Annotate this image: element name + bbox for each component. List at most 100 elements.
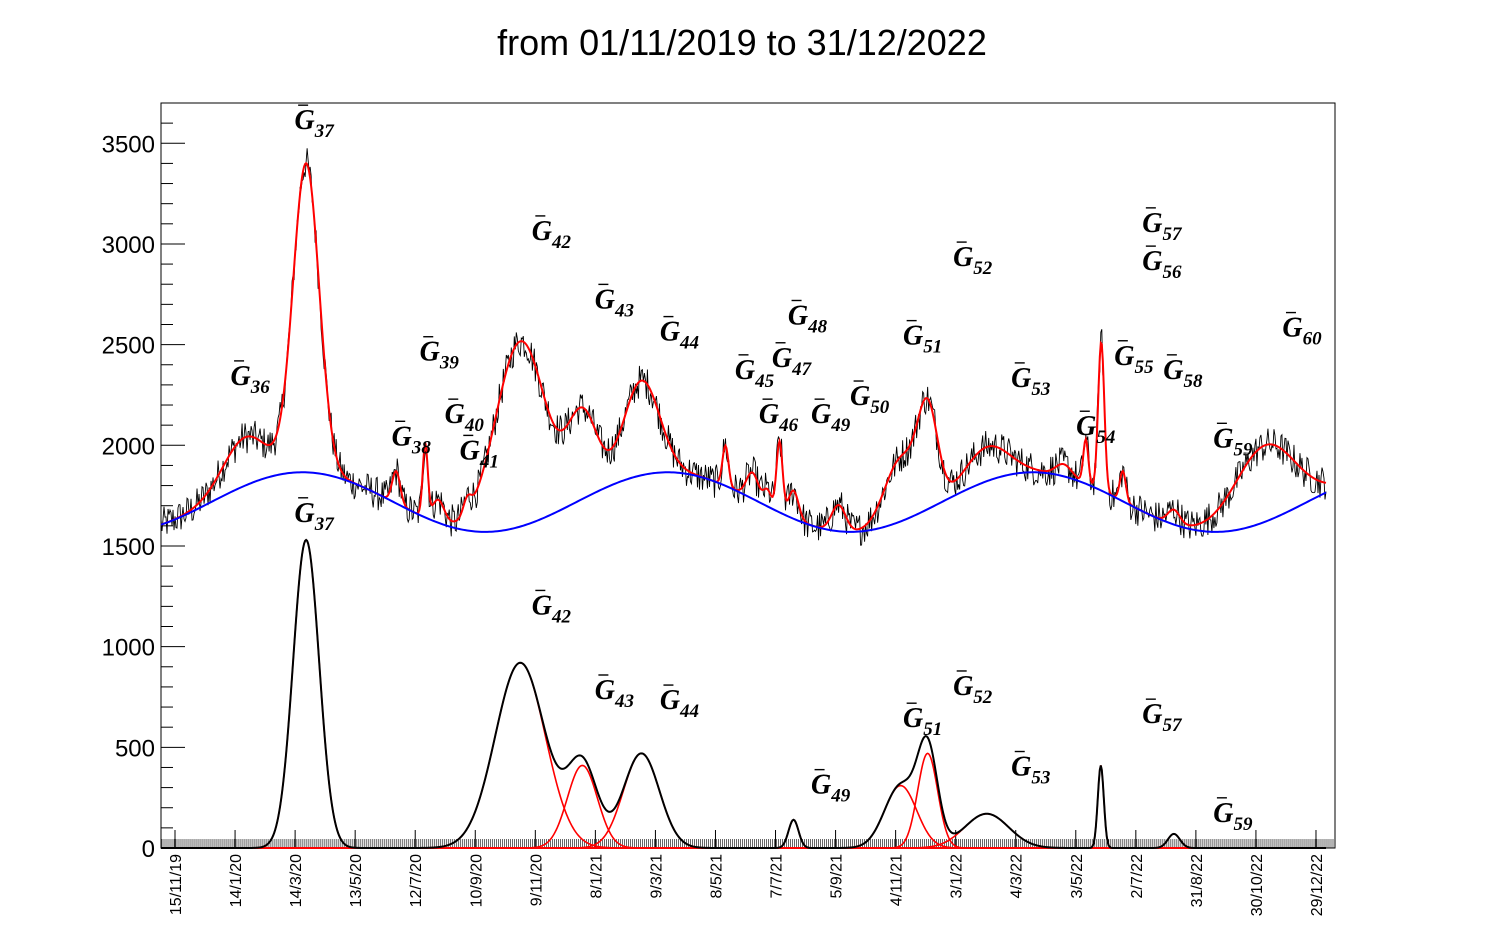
x-tick-label: 15/11/19 [168,854,185,915]
y-tick-label: 1500 [102,534,155,561]
upper-label-G57-subscript: 57 [1162,224,1183,245]
upper-label-G37-text: G37 [295,105,336,142]
upper-label-G59-text: G59 [1213,423,1253,460]
x-tick-label: 8/1/21 [588,854,605,899]
component-curve-44 [161,752,1326,849]
lower-label-G59-subscript: 59 [1234,814,1254,835]
upper-label-G55-text: G55 [1114,341,1154,378]
upper-label-G56-text: G56 [1142,246,1182,283]
x-tick-label: 9/3/21 [648,854,665,899]
upper-label-G54-text: G54 [1076,411,1115,448]
series-layer [160,148,1327,849]
upper-label-G42-subscript: 42 [551,232,572,253]
upper-label-G48-text: G48 [788,300,828,337]
lower-label-G42-text: G42 [532,590,572,627]
baseline-line [160,471,1327,533]
upper-label-G37: G37 [295,104,336,142]
upper-label-G36-text: G36 [230,361,270,398]
upper-label-G60: G60 [1282,311,1322,350]
lower-label-G44-subscript: 44 [679,701,699,722]
lower-label-G37-subscript: 37 [314,514,336,535]
upper-label-G51-subscript: 51 [923,337,942,358]
upper-label-G52-subscript: 52 [973,258,993,279]
upper-label-G39-subscript: 39 [439,353,460,374]
upper-label-G48: G48 [788,299,828,337]
upper-label-G45-subscript: 45 [754,371,775,392]
upper-label-G49: G49 [811,398,851,436]
lower-label-G52-text: G52 [953,671,993,708]
lower-label-G52: G52 [953,670,993,708]
lower-label-G42: G42 [532,589,572,627]
upper-label-G48-subscript: 48 [807,316,828,337]
lower-label-G53-text: G53 [1011,752,1050,789]
x-tick-label: 9/11/20 [528,854,545,906]
upper-label-G38-subscript: 38 [411,437,432,458]
upper-label-G56: G56 [1142,245,1182,283]
upper-label-G57-text: G57 [1142,208,1183,245]
lower-label-G43-subscript: 43 [614,691,634,712]
component-curve-42 [161,661,1326,849]
upper-label-G49-subscript: 49 [830,415,851,436]
x-tick-label: 13/5/20 [348,854,365,907]
upper-label-G50-text: G50 [850,381,890,418]
upper-label-G47-text: G47 [772,343,813,380]
upper-label-G43-text: G43 [595,284,634,321]
upper-label-G53: G53 [1011,362,1050,400]
upper-label-G60-text: G60 [1282,313,1322,350]
upper-label-G58-subscript: 58 [1183,371,1203,392]
lower-label-G37-text: G37 [295,498,336,535]
lower-label-G59-text: G59 [1213,798,1253,835]
x-tick-label: 3/1/22 [949,854,966,899]
upper-label-G46: G46 [759,398,799,436]
upper-label-G45: G45 [735,354,775,392]
y-tick-label: 500 [115,735,155,762]
upper-label-G58: G58 [1163,354,1203,392]
upper-label-G37-subscript: 37 [314,121,336,142]
x-tick-label: 31/8/22 [1189,854,1206,907]
component-curve-59 [161,833,1326,849]
lower-label-G44-text: G44 [660,685,699,722]
upper-label-G43: G43 [595,283,634,321]
upper-label-G44-subscript: 44 [679,333,699,354]
upper-label-G54: G54 [1076,410,1115,448]
upper-label-G59: G59 [1213,422,1253,460]
component-curve-53 [161,812,1326,849]
upper-label-G54-subscript: 54 [1096,427,1115,448]
upper-label-G43-subscript: 43 [614,300,634,321]
upper-label-G39-text: G39 [420,337,460,374]
component-curve-57 [161,765,1326,849]
observed-data-line [160,148,1327,546]
x-tick-label: 4/11/21 [889,854,906,906]
upper-label-G52: G52 [953,241,993,279]
lower-label-G44: G44 [660,684,699,722]
lower-label-G43: G43 [595,674,634,712]
upper-label-G38-text: G38 [392,421,432,458]
upper-label-G53-text: G53 [1011,363,1050,400]
upper-label-G41: G41 [460,434,499,472]
x-tick-label: 7/7/21 [769,854,786,899]
component-curve-37 [161,538,1326,849]
lower-label-G42-subscript: 42 [551,606,572,627]
components-sum-line [161,538,1326,849]
y-tick-label: 1000 [102,635,155,662]
upper-label-G39: G39 [420,336,460,374]
x-tick-label: 14/1/20 [228,854,245,907]
upper-label-G58-text: G58 [1163,355,1203,392]
upper-label-G47-subscript: 47 [791,359,813,380]
upper-label-G59-subscript: 59 [1234,439,1254,460]
upper-label-G44-text: G44 [660,317,699,354]
upper-label-G42: G42 [532,215,572,253]
upper-label-G50: G50 [850,380,890,418]
upper-label-G41-subscript: 41 [479,451,499,472]
x-tick-label: 5/9/21 [829,854,846,899]
upper-label-G52-text: G52 [953,242,993,279]
component-curve-51 [161,784,1326,849]
upper-label-G56-subscript: 56 [1162,262,1182,283]
y-tick-label: 2500 [102,333,155,360]
upper-label-G55-subscript: 55 [1134,357,1154,378]
lower-label-G49-subscript: 49 [830,786,851,807]
upper-label-G40-subscript: 40 [464,415,485,436]
y-tick-label: 2000 [102,433,155,460]
x-tick-label: 3/5/22 [1069,854,1086,899]
